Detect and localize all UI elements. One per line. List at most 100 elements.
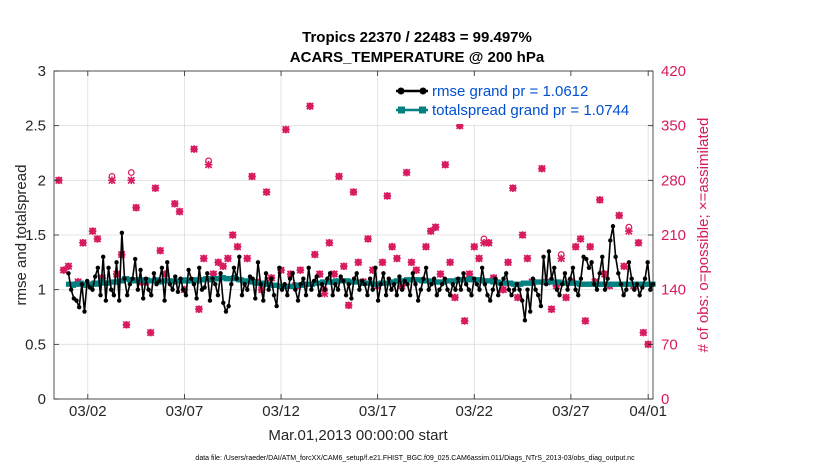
- y-right-tick-label: 140: [661, 282, 686, 299]
- rmse-point: [642, 276, 648, 281]
- obs-assimilated-marker: [354, 258, 363, 267]
- rmse-point: [618, 282, 624, 287]
- y-left-tick-label: 2: [38, 172, 46, 189]
- obs-assimilated-marker: [639, 328, 648, 337]
- obs-assimilated-marker: [586, 242, 595, 251]
- rmse-point: [210, 276, 215, 281]
- x-axis-label: Mar.01,2013 00:00:00 start: [268, 427, 448, 444]
- rmse-point: [568, 276, 573, 281]
- rmse-point: [410, 271, 415, 276]
- rmse-point: [474, 282, 480, 287]
- rmse-point: [223, 309, 229, 314]
- obs-assimilated-marker: [393, 254, 401, 263]
- rmse-point: [351, 276, 357, 281]
- rmse-point: [490, 287, 496, 292]
- rmse-point: [335, 287, 341, 292]
- rmse-point: [202, 285, 207, 290]
- rmse-point: [226, 303, 231, 309]
- obs-assimilated-marker: [388, 242, 396, 251]
- rmse-point: [341, 278, 346, 284]
- y-axis-left-ticks: 0 0.5 1 1.5 2 2.5 3: [25, 63, 59, 408]
- obs-assimilated-marker: [470, 242, 479, 251]
- y-right-tick-label: 0: [661, 391, 669, 408]
- rmse-point: [578, 276, 584, 281]
- rmse-point: [181, 287, 186, 292]
- rmse-point: [186, 267, 191, 273]
- rmse-point: [517, 287, 522, 292]
- obs-assimilated-marker: [378, 258, 387, 267]
- rmse-point: [127, 282, 133, 287]
- rmse-point: [242, 282, 247, 287]
- rmse-point: [554, 287, 560, 292]
- obs-assimilated-marker: [175, 207, 184, 216]
- rmse-point: [359, 278, 365, 284]
- legend-spread-marker-icon: [398, 106, 405, 114]
- rmse-point: [613, 254, 618, 260]
- rmse-point: [437, 287, 442, 292]
- rmse-point: [637, 292, 642, 298]
- rmse-point: [471, 276, 477, 281]
- y-left-tick-label: 0.5: [25, 336, 46, 353]
- obs-assimilated-marker: [151, 184, 160, 192]
- rmse-point: [266, 287, 271, 292]
- rmse-point: [76, 304, 82, 310]
- rmse-point: [634, 282, 640, 287]
- rmse-point: [407, 292, 413, 298]
- obs-assimilated-marker: [93, 235, 102, 243]
- rmse-point: [90, 287, 95, 292]
- obs-assimilated-marker: [426, 227, 435, 235]
- rmse-point: [602, 287, 608, 292]
- rmse-point: [421, 276, 426, 281]
- rmse-point: [175, 289, 181, 295]
- rmse-point: [626, 260, 632, 265]
- rmse-point: [586, 265, 592, 270]
- chart-title: Tropics 22370 / 22483 = 99.497%: [302, 29, 532, 46]
- rmse-point: [439, 282, 445, 287]
- rmse-point: [285, 292, 290, 298]
- obs-assimilated-marker: [484, 239, 493, 247]
- obs-assimilated-marker: [156, 246, 165, 255]
- rmse-point: [485, 292, 490, 298]
- rmse-point: [389, 287, 394, 292]
- rmse-point: [231, 265, 237, 270]
- legend-rmse-label: rmse grand pr = 1.0612: [432, 83, 588, 100]
- obs-assimilated-marker: [132, 203, 140, 212]
- obs-assimilated-marker: [248, 172, 256, 181]
- rmse-point: [221, 300, 226, 305]
- rmse-point: [391, 282, 397, 287]
- rmse-point: [178, 276, 183, 281]
- obs-assimilated-marker: [596, 196, 604, 204]
- rmse-point: [79, 282, 85, 287]
- obs-assimilated-marker: [460, 317, 469, 325]
- rmse-point: [298, 282, 303, 287]
- obs-assimilated-marker: [199, 254, 208, 263]
- obs-assimilated-marker: [465, 270, 474, 278]
- legend: rmse grand pr = 1.0612 totalspread grand…: [392, 76, 652, 124]
- obs-assimilated-marker: [195, 305, 203, 313]
- obs-assimilated-marker: [325, 239, 334, 247]
- rmse-point: [541, 254, 546, 260]
- rmse-point: [431, 276, 437, 281]
- rmse-point: [570, 265, 576, 270]
- rmse-point: [362, 282, 367, 287]
- rmse-point: [322, 287, 327, 292]
- y-right-tick-label: 210: [661, 227, 686, 244]
- obs-assimilated-marker: [219, 262, 227, 271]
- rmse-point: [375, 298, 381, 303]
- rmse-point: [325, 276, 330, 281]
- rmse-point: [159, 265, 165, 270]
- rmse-point: [138, 267, 143, 273]
- rmse-point: [100, 254, 106, 260]
- rmse-point: [162, 298, 167, 303]
- x-tick-label: 03/12: [262, 403, 300, 420]
- obs-assimilated-marker: [600, 270, 609, 278]
- obs-assimilated-marker: [571, 242, 580, 251]
- rmse-point: [479, 265, 485, 270]
- obs-assimilated-marker: [422, 242, 430, 251]
- obs-assimilated-marker: [233, 242, 242, 251]
- y-left-tick-label: 1: [38, 282, 46, 299]
- rmse-point: [463, 282, 469, 287]
- rmse-point: [290, 271, 295, 276]
- obs-assimilated-marker: [224, 254, 232, 263]
- rmse-point: [133, 256, 138, 262]
